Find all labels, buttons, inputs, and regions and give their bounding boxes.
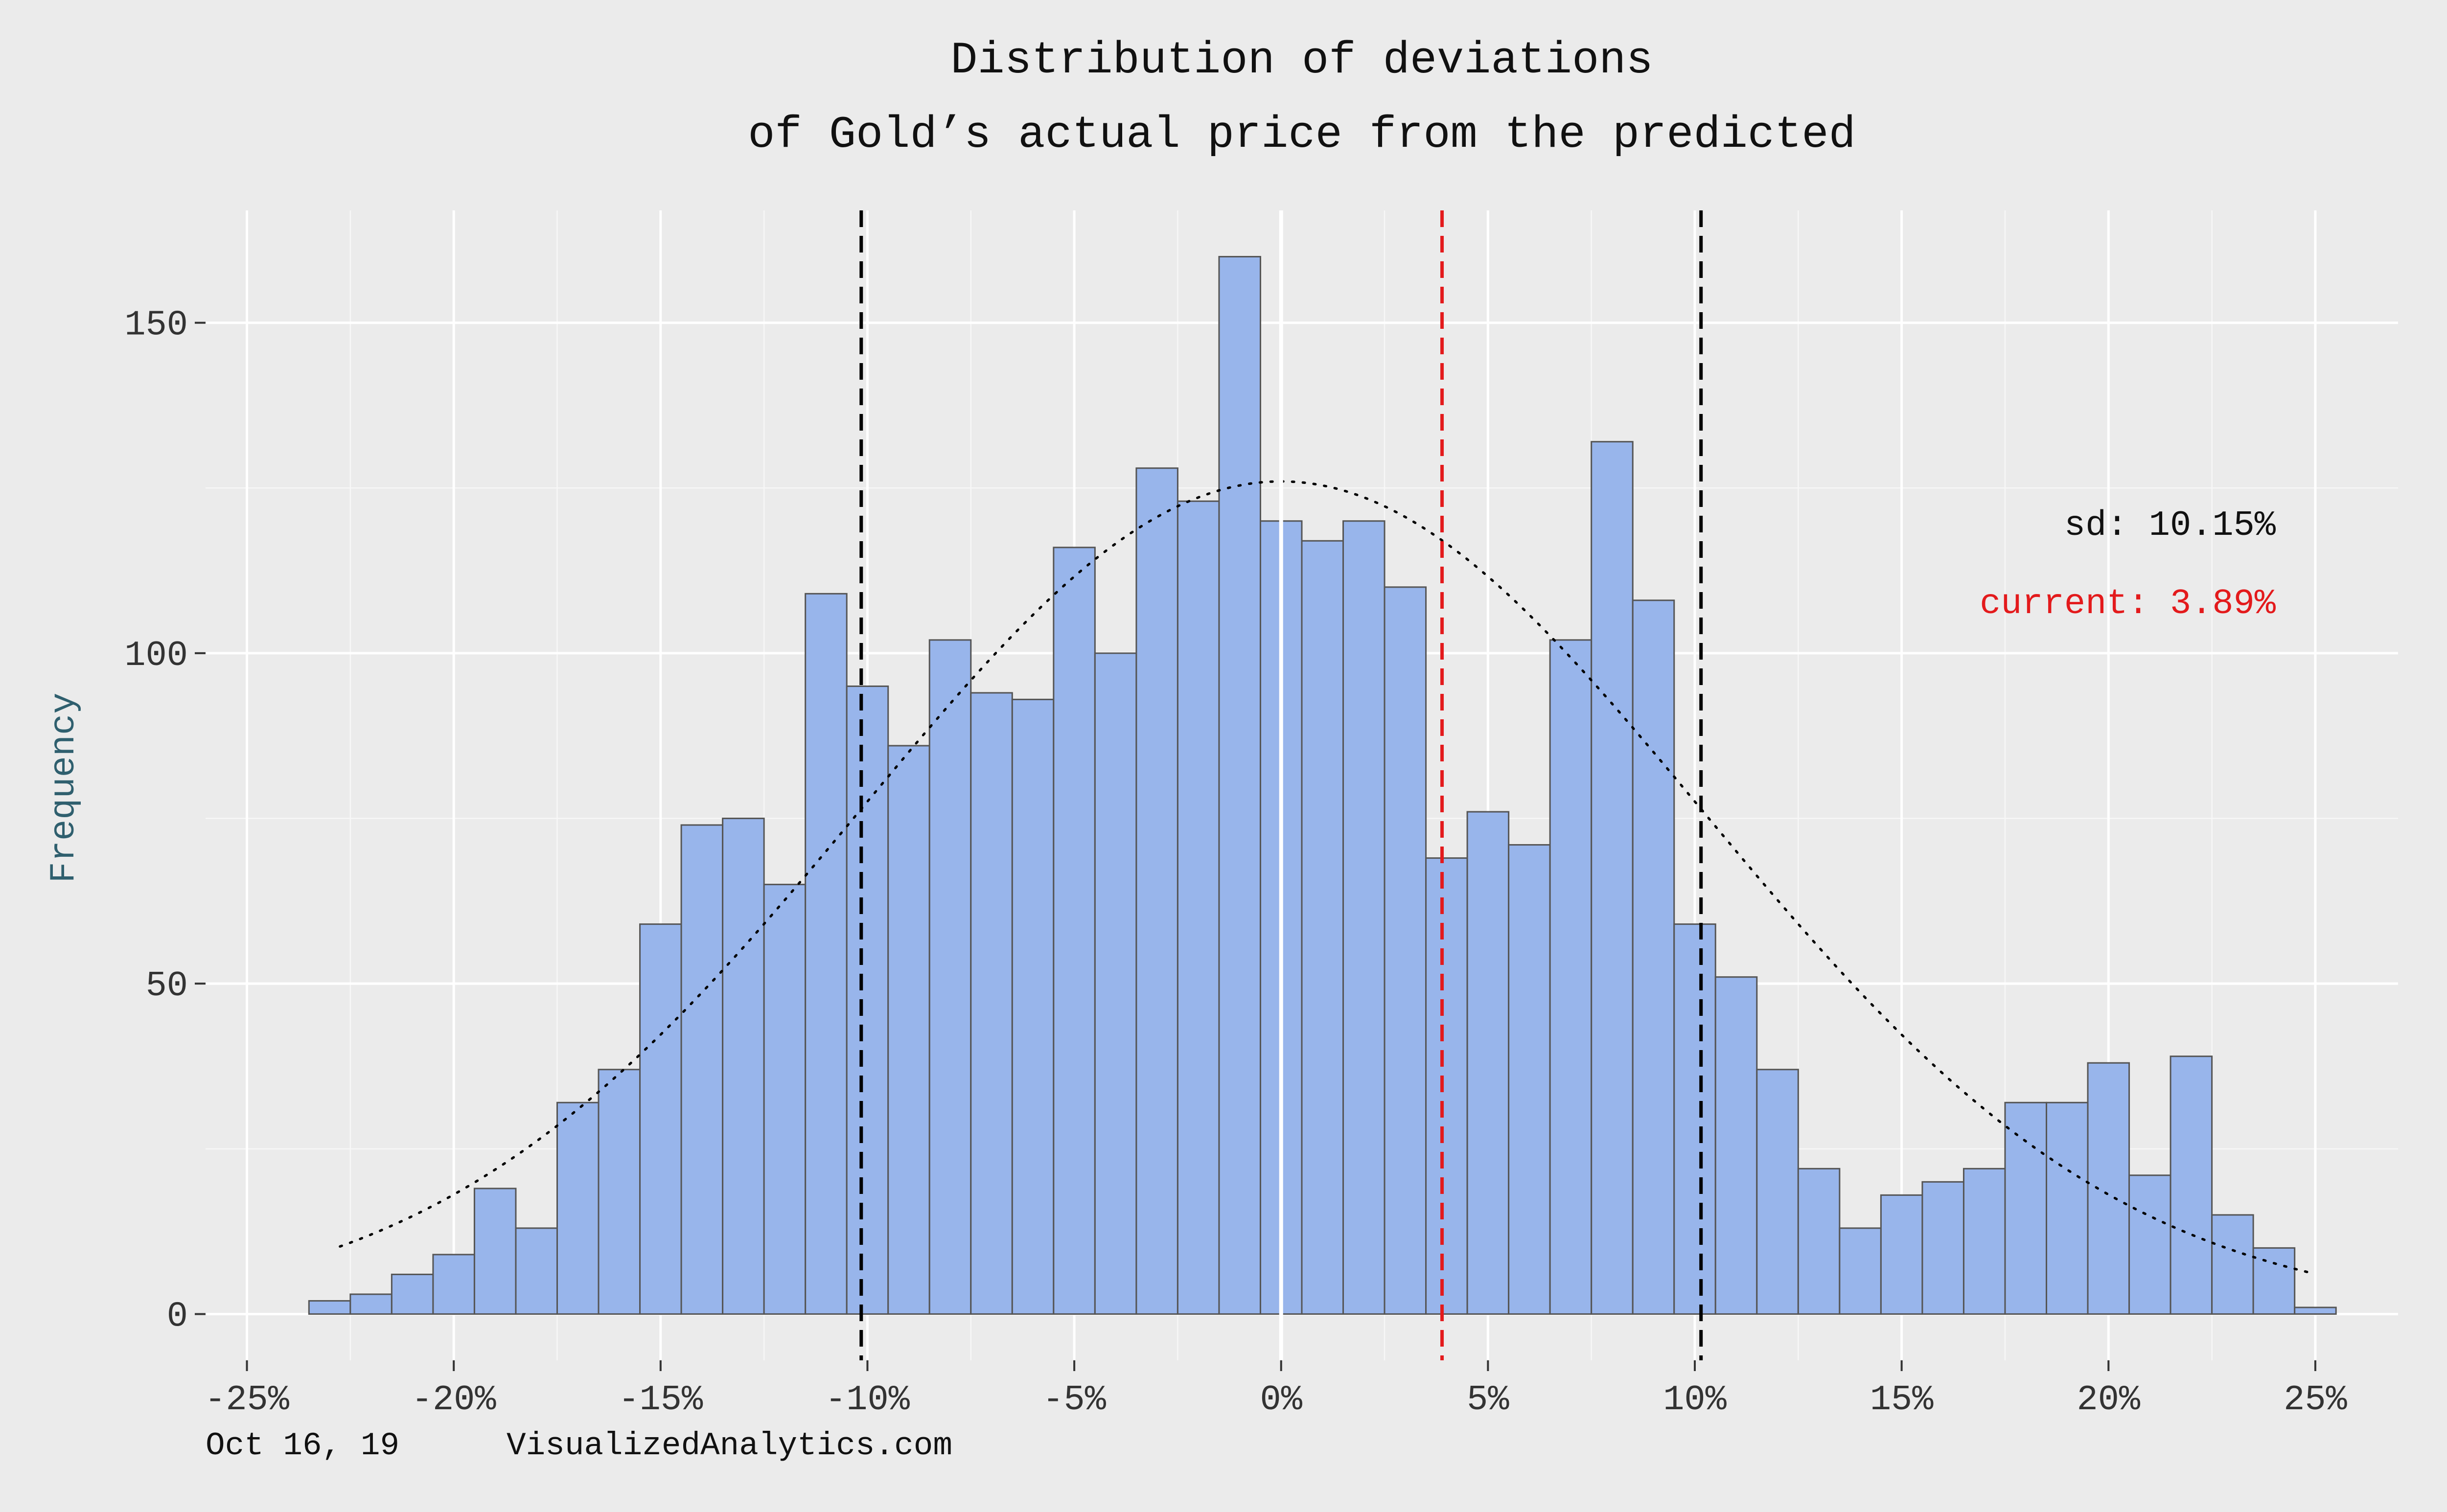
- y-axis-label: Frequency: [44, 693, 84, 883]
- histogram-bar: [1673, 923, 1716, 1315]
- histogram-bar: [1218, 256, 1261, 1315]
- x-tick-label: -5%: [1042, 1380, 1106, 1420]
- y-tick-label: 100: [124, 636, 188, 676]
- footer-date: Oct 16, 19: [206, 1427, 399, 1464]
- histogram-bar: [1839, 1227, 1882, 1315]
- histogram-bar: [1714, 976, 1758, 1315]
- histogram-bar: [928, 639, 972, 1315]
- histogram-bar: [1425, 857, 1468, 1315]
- y-tick-label: 0: [167, 1296, 188, 1336]
- x-tick-label: -20%: [412, 1380, 497, 1420]
- x-tick-label: 25%: [2284, 1380, 2347, 1420]
- normal-curve: [339, 480, 2317, 1275]
- histogram-bar: [763, 884, 807, 1315]
- footer-site: VisualizedAnalytics.com: [507, 1427, 952, 1464]
- histogram-bar: [846, 685, 889, 1315]
- histogram-bar: [1921, 1181, 1964, 1315]
- histogram-bar: [2004, 1101, 2048, 1315]
- sd-annotation: sd: 10.15%: [2064, 505, 2276, 546]
- histogram-bar: [1591, 441, 1634, 1315]
- histogram-bar: [2252, 1247, 2296, 1315]
- x-tick-label: 10%: [1663, 1380, 1727, 1420]
- chart-title-line2: of Gold’s actual price from the predicte…: [748, 109, 1856, 160]
- histogram-bars: [308, 256, 2337, 1315]
- histogram-bar: [1094, 652, 1137, 1315]
- x-tick-label: 5%: [1467, 1380, 1509, 1420]
- histogram-bar: [1177, 500, 1220, 1315]
- histogram-bar: [1549, 639, 1593, 1315]
- histogram-bar: [1962, 1168, 2006, 1315]
- y-tick-label: 50: [146, 966, 188, 1006]
- histogram-bar: [1632, 599, 1675, 1315]
- x-tick-label: -10%: [825, 1380, 910, 1420]
- histogram-bar: [1053, 547, 1096, 1315]
- histogram-bar: [598, 1069, 641, 1315]
- histogram-bar: [2294, 1306, 2337, 1315]
- histogram-bar: [1797, 1168, 1841, 1315]
- histogram-bar: [556, 1101, 600, 1315]
- histogram-bar: [2170, 1055, 2213, 1315]
- histogram-bar: [1342, 520, 1385, 1315]
- histogram-bar: [515, 1227, 558, 1315]
- histogram-bar: [1466, 811, 1510, 1315]
- histogram-bar: [432, 1254, 475, 1315]
- x-tick-label: -25%: [205, 1380, 290, 1420]
- histogram-bar: [1135, 467, 1178, 1315]
- histogram-bar: [2046, 1101, 2089, 1315]
- y-tick-label: 150: [124, 305, 188, 345]
- histogram-bar: [1880, 1194, 1923, 1315]
- histogram-bar: [887, 745, 930, 1315]
- x-tick-label: -15%: [618, 1380, 703, 1420]
- histogram-bar: [1756, 1069, 1799, 1315]
- x-tick-label: 0%: [1260, 1380, 1303, 1420]
- histogram-bar: [1508, 844, 1551, 1315]
- histogram-bar: [308, 1300, 351, 1315]
- histogram-bar: [2211, 1214, 2254, 1315]
- histogram-bar: [639, 923, 682, 1315]
- histogram-bar: [1301, 540, 1344, 1315]
- histogram-bar: [473, 1188, 517, 1315]
- histogram-bar: [805, 593, 848, 1315]
- chart-title-line1: Distribution of deviations: [950, 35, 1653, 86]
- histogram-bar: [2128, 1174, 2171, 1315]
- histogram-bar: [722, 818, 765, 1315]
- x-tick-label: 15%: [1870, 1380, 1934, 1420]
- histogram-bar: [2087, 1062, 2130, 1315]
- y-axis: 0 50 100 150: [124, 305, 206, 1336]
- histogram-bar: [970, 692, 1013, 1315]
- histogram-bar: [1384, 586, 1427, 1315]
- histogram-bar: [391, 1273, 434, 1315]
- x-tick-label: 20%: [2077, 1380, 2140, 1420]
- x-axis: -25% -20% -15% -10% -5% 0% 5% 10% 15% 20% 25%: [205, 1360, 2348, 1420]
- histogram-bar: [1011, 698, 1055, 1315]
- current-annotation: current: 3.89%: [1980, 584, 2276, 624]
- histogram-bar: [349, 1293, 392, 1315]
- histogram-bar: [680, 824, 724, 1315]
